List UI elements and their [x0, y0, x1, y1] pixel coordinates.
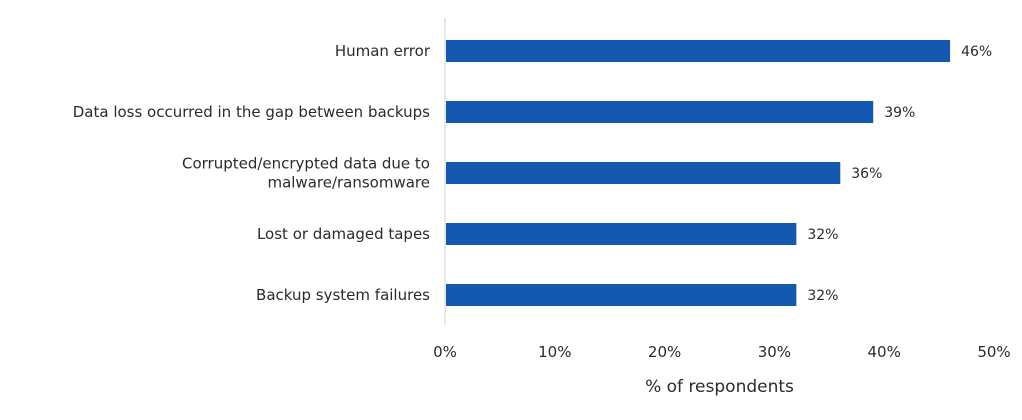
data-label: 36% [851, 166, 882, 182]
category-label: Human error [335, 42, 431, 60]
data-label: 32% [807, 288, 838, 304]
x-tick-label: 10% [538, 343, 571, 361]
data-label: 46% [961, 44, 992, 60]
bar [446, 40, 951, 62]
x-tick-labels: 0% 10% 20% 30% 40% 50% [433, 343, 1011, 361]
x-tick-label: 20% [648, 343, 681, 361]
category-label: Backup system failures [256, 286, 430, 304]
x-tick-label: 30% [758, 343, 791, 361]
bar [446, 284, 797, 306]
bar [446, 162, 841, 184]
x-tick-label: 50% [977, 343, 1010, 361]
bars [446, 40, 951, 306]
x-tick-label: 40% [868, 343, 901, 361]
bar [446, 101, 874, 123]
x-axis-title: % of respondents [645, 377, 794, 397]
category-labels: Human error Data loss occurred in the gap… [73, 42, 431, 304]
data-labels: 46% 39% 36% 32% 32% [807, 44, 992, 304]
category-label: Corrupted/encrypted data due to malware/r… [182, 155, 430, 192]
bar [446, 223, 797, 245]
data-label: 32% [807, 227, 838, 243]
x-tick-label: 0% [433, 343, 457, 361]
category-label: Data loss occurred in the gap between ba… [73, 103, 430, 121]
category-label: Lost or damaged tapes [257, 225, 430, 243]
data-label: 39% [884, 105, 915, 121]
